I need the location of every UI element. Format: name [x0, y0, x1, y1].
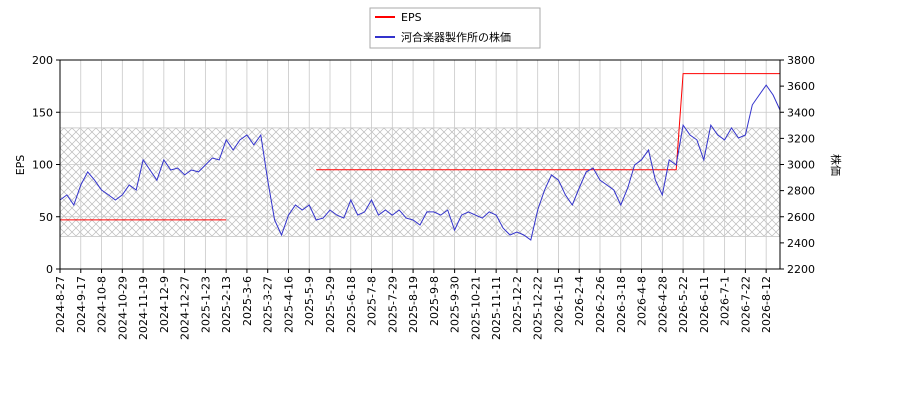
y2-tick-label: 3200	[787, 132, 815, 145]
y2-tick-label: 3000	[787, 159, 815, 172]
x-tick-label: 2025-7-8	[366, 276, 379, 326]
y-tick-label: 0	[46, 263, 53, 276]
y2-axis-label: 株価	[829, 154, 843, 176]
x-tick-label: 2025-6-18	[345, 276, 358, 333]
y2-tick-label: 2200	[787, 263, 815, 276]
y2-tick-label: 3800	[787, 54, 815, 67]
x-tick-label: 2025-3-6	[241, 276, 254, 326]
x-tick-label: 2024-8-27	[54, 276, 67, 333]
x-tick-label: 2026-7-1	[719, 276, 732, 326]
x-tick-label: 2025-12-2	[511, 276, 524, 333]
x-tick-label: 2025-7-29	[386, 276, 399, 333]
x-tick-label: 2025-9-8	[428, 276, 441, 326]
x-tick-label: 2025-9-30	[449, 276, 462, 333]
x-tick-label: 2024-11-19	[137, 276, 150, 340]
series-line	[60, 73, 780, 221]
x-tick-label: 2025-3-27	[262, 276, 275, 333]
y-tick-label: 100	[32, 159, 53, 172]
shaded-range	[59, 127, 781, 237]
legend-label: EPS	[401, 11, 422, 24]
y2-tick-label: 3600	[787, 80, 815, 93]
x-tick-label: 2024-12-27	[179, 276, 192, 340]
y2-tick-label: 2600	[787, 211, 815, 224]
legend-label: 河合楽器製作所の株価	[401, 30, 511, 44]
y2-tick-label: 2400	[787, 237, 815, 250]
x-tick-label: 2026-3-18	[615, 276, 628, 333]
x-tick-label: 2026-4-28	[656, 276, 669, 333]
legend	[369, 7, 541, 49]
x-tick-label: 2025-5-9	[303, 276, 316, 326]
x-tick-label: 2024-10-8	[96, 276, 109, 333]
y2-tick-label: 2800	[787, 185, 815, 198]
x-tick-label: 2025-11-11	[490, 276, 503, 340]
x-tick-label: 2024-12-9	[158, 276, 171, 333]
y2-tick-label: 3400	[787, 106, 815, 119]
x-tick-label: 2026-1-15	[552, 276, 565, 333]
x-tick-label: 2026-5-22	[677, 276, 690, 333]
y-tick-label: 200	[32, 54, 53, 67]
x-tick-label: 2026-4-8	[636, 276, 649, 326]
x-tick-label: 2025-2-13	[220, 276, 233, 333]
x-tick-label: 2026-2-26	[594, 276, 607, 333]
y-tick-label: 50	[39, 211, 53, 224]
x-tick-label: 2026-8-12	[760, 276, 773, 333]
x-tick-label: 2025-5-29	[324, 276, 337, 333]
x-tick-label: 2025-4-16	[282, 276, 295, 333]
x-tick-label: 2025-10-21	[469, 276, 482, 340]
y-tick-label: 150	[32, 106, 53, 119]
x-tick-label: 2026-6-11	[698, 276, 711, 333]
x-tick-label: 2026-2-4	[573, 276, 586, 326]
y-axis-label: EPS	[14, 155, 27, 176]
x-tick-label: 2024-9-17	[75, 276, 88, 333]
x-tick-label: 2025-12-22	[532, 276, 545, 340]
x-tick-label: 2025-1-23	[199, 276, 212, 333]
series-line	[59, 84, 781, 241]
x-tick-label: 2025-8-19	[407, 276, 420, 333]
x-tick-label: 2024-10-29	[116, 276, 129, 340]
x-tick-label: 2026-7-22	[739, 276, 752, 333]
